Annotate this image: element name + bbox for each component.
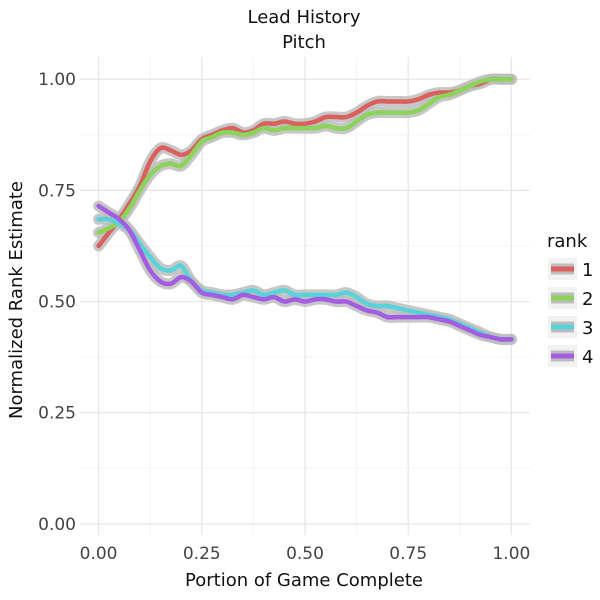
legend-label: 1: [582, 260, 593, 281]
legend-item-rank-3: 3: [548, 316, 593, 339]
x-axis-title: Portion of Game Complete: [185, 570, 423, 591]
series-line-rank-1: [96, 76, 514, 249]
legend: rank 1 2 3 4: [547, 231, 593, 368]
y-tick-label: 0.25: [38, 404, 76, 424]
legend-item-rank-1: 1: [548, 258, 593, 281]
x-axis-ticks: 0.00 0.25 0.50 0.75 1.00: [80, 544, 531, 564]
legend-label: 2: [582, 289, 593, 310]
legend-item-rank-2: 2: [548, 287, 593, 310]
chart-title: Lead History: [247, 7, 360, 28]
x-tick-label: 0.00: [80, 544, 118, 564]
x-tick-label: 1.00: [492, 544, 530, 564]
legend-items: 1 2 3 4: [548, 258, 593, 368]
legend-title: rank: [547, 231, 588, 252]
y-tick-label: 1.00: [38, 70, 76, 90]
chart-subtitle: Pitch: [282, 32, 326, 53]
series-line-rank-2: [96, 76, 514, 235]
y-tick-label: 0.50: [38, 293, 76, 313]
series-line-rank-4: [96, 203, 514, 342]
x-tick-label: 0.75: [389, 544, 427, 564]
y-axis-ticks: 0.00 0.25 0.50 0.75 1.00: [38, 70, 76, 535]
y-tick-label: 0.00: [38, 515, 76, 535]
legend-label: 3: [582, 318, 593, 339]
x-tick-label: 0.25: [183, 544, 221, 564]
y-tick-label: 0.75: [38, 181, 76, 201]
series-lines: [96, 76, 514, 342]
legend-label: 4: [582, 347, 593, 368]
x-tick-label: 0.50: [286, 544, 324, 564]
y-axis-title: Normalized Rank Estimate: [6, 181, 27, 419]
legend-item-rank-4: 4: [548, 345, 593, 368]
